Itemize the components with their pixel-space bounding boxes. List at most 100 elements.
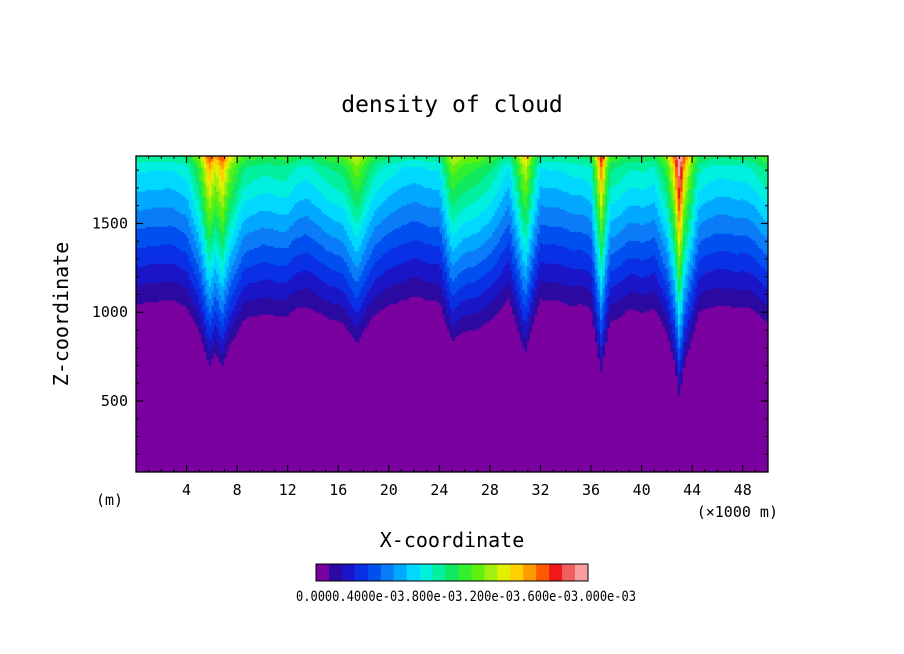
contour-cell <box>314 310 318 472</box>
contour-cell <box>725 156 729 159</box>
contour-cell <box>512 245 516 264</box>
contour-cell <box>361 157 365 166</box>
contour-cell <box>359 306 363 322</box>
contour-cell <box>399 282 403 301</box>
colorbar-swatch <box>575 564 589 581</box>
y-axis-label: Z-coordinate <box>49 242 73 387</box>
contour-cell <box>273 247 278 266</box>
contour-cell <box>228 271 232 287</box>
contour-cell <box>622 296 626 315</box>
contour-cell <box>163 187 167 208</box>
contour-cell <box>622 227 626 247</box>
contour-cell <box>198 256 202 273</box>
contour-cell <box>389 285 393 305</box>
colorbar-swatch <box>445 564 459 581</box>
contour-cell <box>625 310 629 472</box>
contour-cell <box>231 340 235 472</box>
contour-cell <box>349 271 353 289</box>
contour-cell <box>198 166 202 182</box>
contour-cell <box>584 252 589 271</box>
contour-cell <box>625 294 629 312</box>
contour-cell <box>705 156 709 161</box>
contour-cell <box>316 312 320 472</box>
contour-cell <box>148 170 152 190</box>
contour-cell <box>687 291 691 306</box>
contour-cell <box>517 156 521 159</box>
contour-cell <box>492 159 496 168</box>
contour-cell <box>587 271 591 291</box>
contour-cell <box>419 156 423 161</box>
contour-cell <box>401 185 405 206</box>
contour-cell <box>519 205 523 220</box>
contour-cell <box>266 156 270 159</box>
contour-cell <box>444 322 448 472</box>
contour-cell <box>622 156 626 159</box>
contour-cell <box>389 194 393 213</box>
contour-cell <box>752 240 757 259</box>
contour-cell <box>650 238 654 257</box>
contour-cell <box>151 226 155 247</box>
contour-cell <box>178 156 182 164</box>
contour-cell <box>231 278 235 296</box>
contour-cell <box>311 220 315 240</box>
contour-cell <box>700 205 704 224</box>
contour-cell <box>690 203 694 220</box>
contour-cell <box>499 273 503 292</box>
contour-cell <box>278 213 283 233</box>
contour-cell <box>697 226 701 245</box>
contour-cell <box>261 156 265 159</box>
contour-cell <box>710 306 714 472</box>
contour-cell <box>597 233 601 248</box>
contour-cell <box>146 189 150 210</box>
contour-cell <box>181 285 185 306</box>
contour-cell <box>697 173 701 192</box>
contour-cell <box>449 277 453 292</box>
contour-cell <box>617 166 621 183</box>
contour-cell <box>236 236 240 254</box>
contour-cell <box>369 171 373 189</box>
contour-cell <box>278 247 283 266</box>
contour-cell <box>213 254 217 269</box>
colorbar-swatch <box>367 564 382 581</box>
contour-cell <box>211 250 215 266</box>
contour-cell <box>452 175 456 190</box>
contour-cell <box>482 275 486 292</box>
contour-cell <box>747 219 752 238</box>
contour-cell <box>161 189 165 208</box>
contour-cell <box>625 163 629 175</box>
contour-cell <box>331 170 335 187</box>
contour-cell <box>547 156 551 162</box>
contour-cell <box>479 261 483 278</box>
contour-cell <box>379 310 383 472</box>
contour-cell <box>542 224 546 245</box>
contour-cell <box>218 335 222 350</box>
contour-cell <box>732 271 736 291</box>
contour-cell <box>514 191 518 210</box>
contour-cell <box>534 314 538 472</box>
contour-cell <box>253 156 257 161</box>
contour-cell <box>532 306 536 324</box>
contour-cell <box>752 156 757 162</box>
contour-cell <box>156 263 160 283</box>
contour-cell <box>441 157 446 164</box>
contour-cell <box>655 259 659 278</box>
contour-cell <box>632 170 636 189</box>
contour-cell <box>612 303 616 320</box>
contour-cell <box>439 196 443 215</box>
contour-cell <box>233 305 237 322</box>
contour-cell <box>201 224 205 241</box>
contour-cell <box>509 178 513 199</box>
contour-cell <box>635 275 639 294</box>
contour-cell <box>349 178 353 196</box>
contour-cell <box>597 301 601 317</box>
contour-cell <box>569 156 573 164</box>
contour-cell <box>341 257 345 275</box>
contour-cell <box>168 263 172 282</box>
contour-cell <box>369 220 373 238</box>
contour-cell <box>221 338 225 354</box>
contour-cell <box>657 156 661 161</box>
contour-cell <box>589 257 594 276</box>
contour-cell <box>657 215 661 233</box>
contour-cell <box>705 254 709 273</box>
contour-cell <box>747 201 752 220</box>
